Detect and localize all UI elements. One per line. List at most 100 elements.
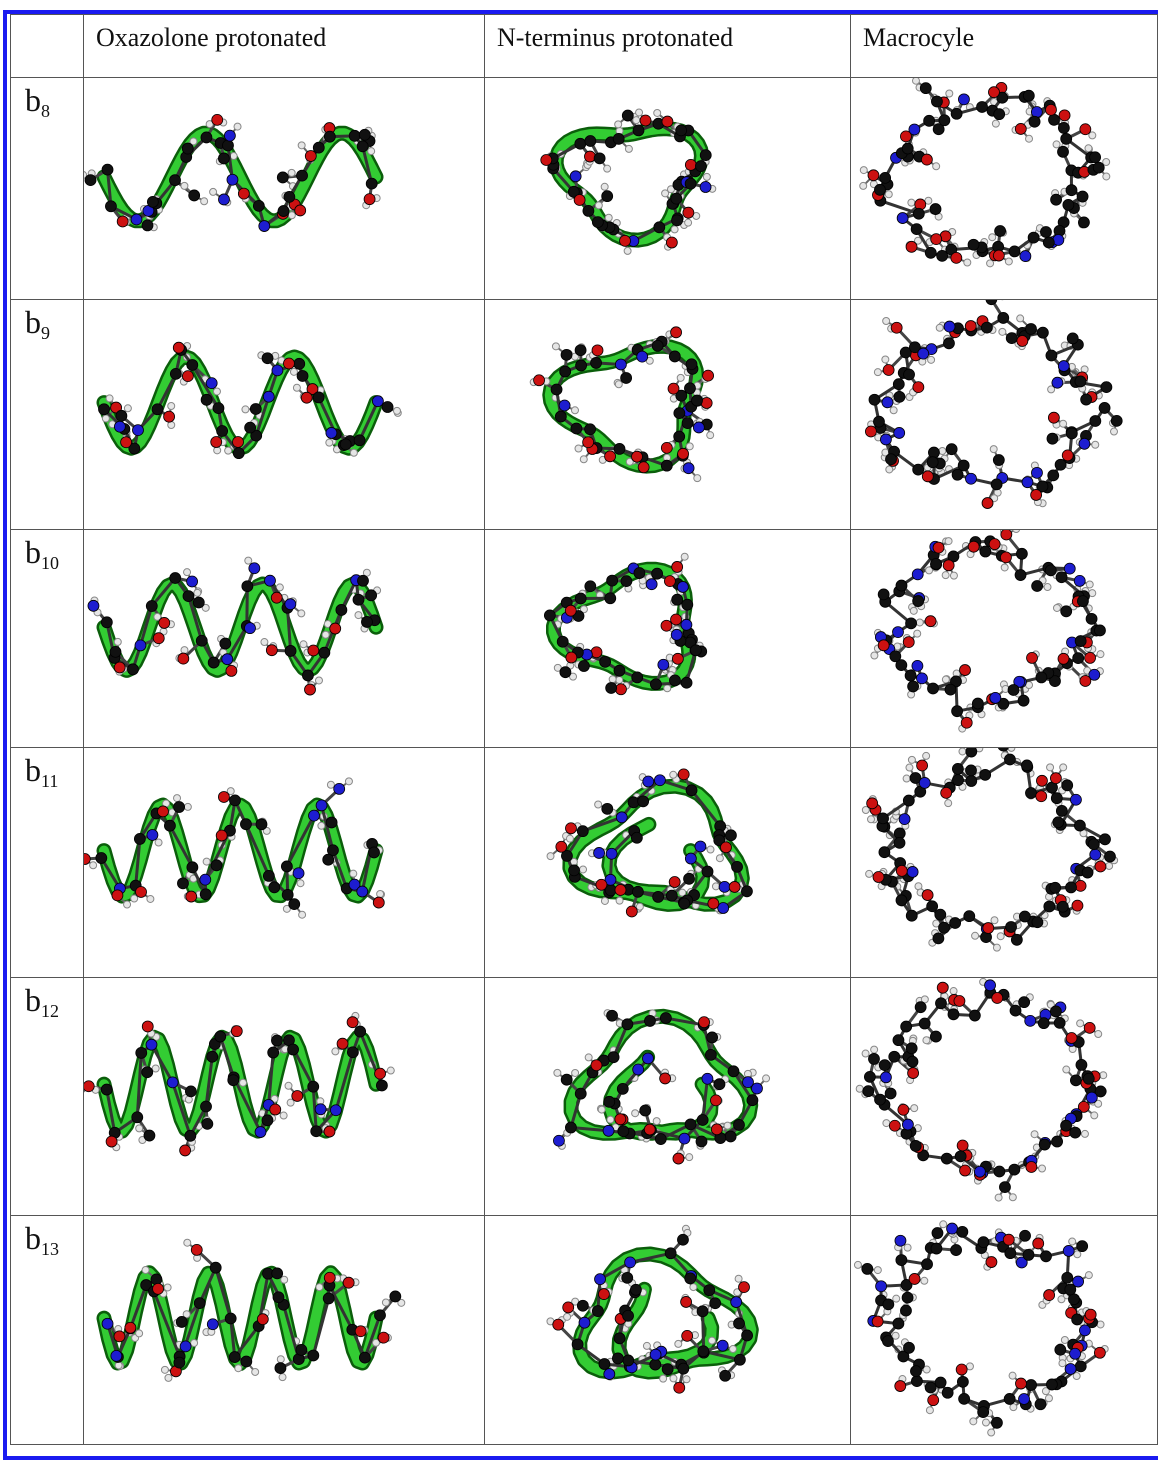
atom <box>658 659 669 670</box>
atom <box>1085 652 1096 663</box>
atom <box>565 1122 576 1133</box>
hydrogen-atom <box>677 374 684 381</box>
hydrogen-atom <box>911 1105 918 1112</box>
atom <box>1070 1075 1081 1086</box>
atom <box>915 1002 926 1013</box>
hydrogen-atom <box>886 466 893 473</box>
atom <box>186 891 197 902</box>
structure-cell <box>851 78 1158 300</box>
atom <box>170 573 181 584</box>
atom <box>668 383 679 394</box>
hydrogen-atom <box>988 1429 995 1436</box>
hydrogen-atom <box>1110 428 1117 435</box>
atom <box>233 436 244 447</box>
atom <box>1006 921 1017 932</box>
atom <box>977 101 988 112</box>
atom <box>201 394 212 405</box>
hydrogen-atom <box>547 853 554 860</box>
atom <box>187 862 198 873</box>
atom <box>697 1115 708 1126</box>
hydrogen-atom <box>174 795 181 802</box>
atom <box>653 891 664 902</box>
atom <box>606 682 617 693</box>
atom <box>1053 817 1064 828</box>
atom <box>1050 882 1061 893</box>
atom <box>390 1291 401 1302</box>
hydrogen-atom <box>1063 1066 1070 1073</box>
atom <box>990 692 1001 703</box>
atom <box>622 1019 633 1030</box>
atom <box>146 601 157 612</box>
atom <box>585 135 596 146</box>
atom <box>876 1281 887 1292</box>
atom <box>366 178 377 189</box>
atom <box>605 593 616 604</box>
atom <box>241 1356 252 1367</box>
atom <box>882 397 893 408</box>
hydrogen-atom <box>214 447 221 454</box>
hydrogen-atom <box>916 619 923 626</box>
hydrogen-atom <box>1061 1337 1068 1344</box>
atom <box>1028 232 1039 243</box>
atom <box>271 592 282 603</box>
atom <box>364 194 375 205</box>
atom <box>720 1370 731 1381</box>
atom <box>718 903 729 914</box>
atom <box>153 633 164 644</box>
atom <box>1003 1234 1014 1245</box>
atom <box>928 447 939 458</box>
atom <box>272 365 283 376</box>
atom <box>1073 653 1084 664</box>
atom <box>632 672 643 683</box>
atom <box>638 462 649 473</box>
atom <box>685 159 696 170</box>
hydrogen-atom <box>585 1054 592 1061</box>
atom <box>571 423 582 434</box>
atom <box>264 575 275 586</box>
hydrogen-atom <box>387 1067 394 1074</box>
atom <box>357 886 368 897</box>
atom <box>278 206 289 217</box>
hydrogen-atom <box>690 1284 697 1291</box>
atom <box>336 604 347 615</box>
atom <box>176 1316 187 1327</box>
atom <box>614 443 625 454</box>
atom <box>679 898 690 909</box>
atom <box>152 404 163 415</box>
atom <box>951 108 962 119</box>
atom <box>652 568 663 579</box>
hydrogen-atom <box>883 1120 890 1127</box>
atom <box>561 1074 572 1085</box>
hydrogen-atom <box>575 445 582 452</box>
atom <box>685 178 696 189</box>
atom <box>1045 565 1056 576</box>
hydrogen-atom <box>1085 1272 1092 1279</box>
atom <box>681 677 692 688</box>
atom <box>1032 580 1043 591</box>
atom <box>308 1350 319 1361</box>
hydrogen-atom <box>862 1050 869 1057</box>
atom <box>986 1257 997 1268</box>
atom <box>1061 606 1072 617</box>
molecule-image <box>851 78 1157 298</box>
atom <box>1084 1022 1095 1033</box>
hydrogen-atom <box>152 1065 159 1072</box>
atom <box>931 1243 942 1254</box>
atom <box>311 1126 322 1137</box>
atom <box>608 1052 619 1063</box>
hydrogen-atom <box>1069 1238 1076 1245</box>
structure-cell <box>84 78 485 300</box>
atom <box>910 1366 921 1377</box>
atom <box>615 884 626 895</box>
hydrogen-atom <box>279 1374 286 1381</box>
structure-cell <box>485 78 851 300</box>
atom <box>559 400 570 411</box>
hydrogen-atom <box>926 1407 933 1414</box>
atom <box>682 418 693 429</box>
atom <box>201 132 212 143</box>
atom <box>85 175 96 186</box>
atom <box>931 558 942 569</box>
atom <box>674 408 685 419</box>
atom <box>112 890 123 901</box>
structure-cell <box>851 978 1158 1216</box>
